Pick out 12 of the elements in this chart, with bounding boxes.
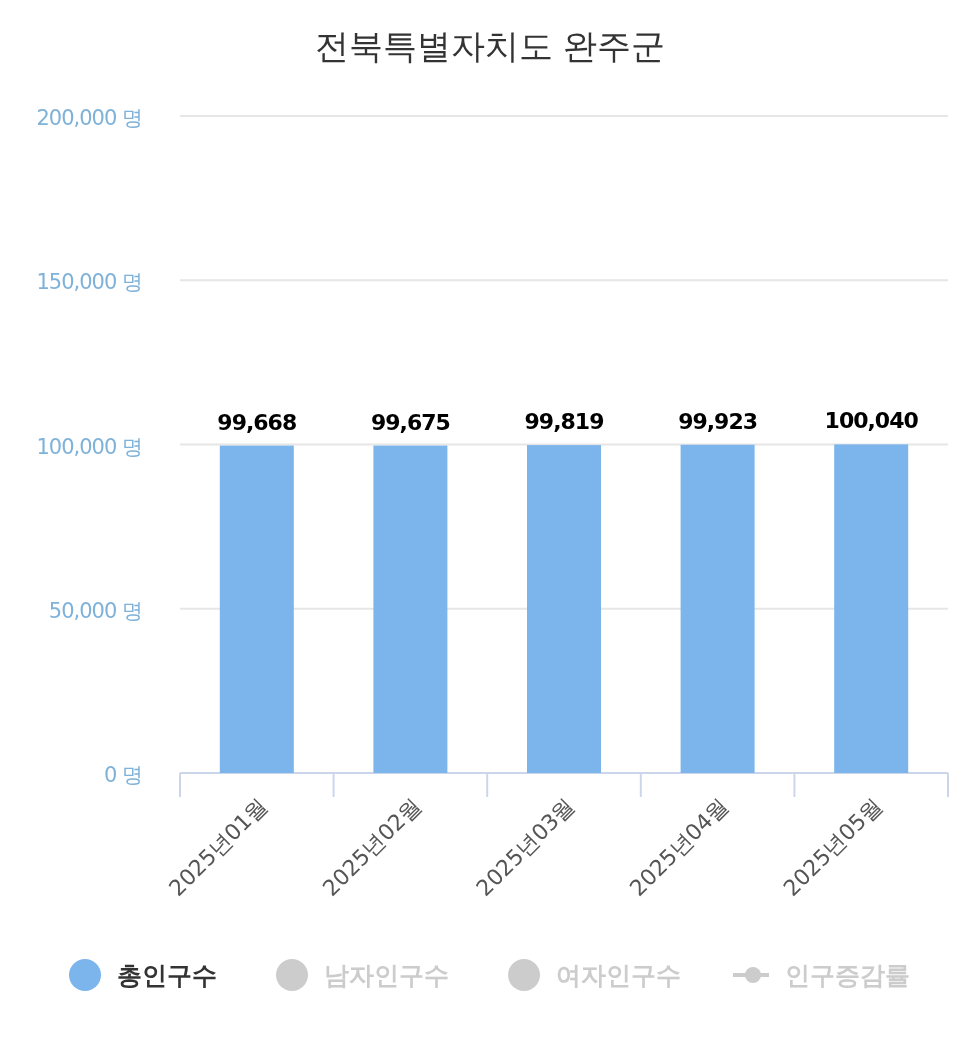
data-label: 99,819 [524, 409, 604, 435]
data-label: 99,923 [678, 408, 758, 434]
data-label: 99,668 [217, 409, 297, 435]
y-tick-label: 150,000 명 [36, 270, 142, 295]
y-tick-label: 100,000 명 [36, 434, 142, 459]
data-label: 100,040 [824, 408, 919, 434]
legend-label: 총인구수 [117, 961, 217, 990]
y-tick-label: 50,000 명 [48, 598, 142, 623]
chart-title: 전북특별자치도 완주군 [314, 26, 666, 66]
y-tick-label: 0 명 [103, 763, 142, 787]
data-label: 99,675 [370, 409, 450, 435]
y-tick-label: 200,000 명 [36, 106, 142, 130]
